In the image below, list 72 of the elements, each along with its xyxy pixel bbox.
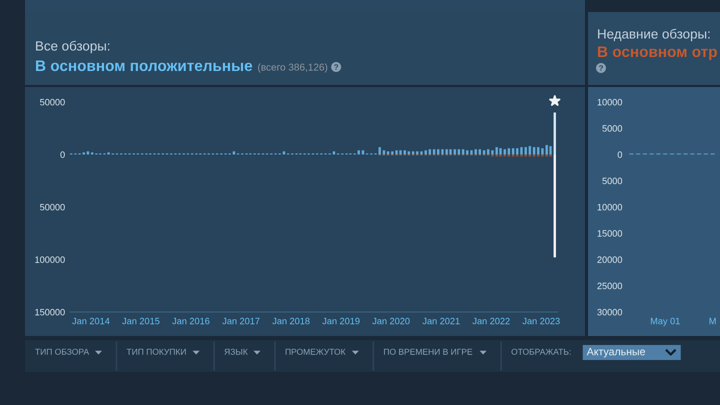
bar	[428, 149, 432, 154]
bar	[546, 145, 548, 154]
y-tick-label: 50000	[40, 98, 65, 106]
bar	[474, 149, 477, 154]
bar	[487, 149, 490, 154]
x-tick-label: Jan 2020	[372, 318, 410, 324]
text: ЯЗЫК	[224, 348, 248, 355]
bar	[482, 150, 486, 154]
bar	[528, 146, 532, 154]
x-tick-label: Jan 2017	[222, 318, 260, 324]
bar	[524, 147, 527, 154]
x-tick-label: Jan 2023	[522, 318, 560, 324]
y-tick-label: 25000	[597, 282, 622, 290]
y-tick-label: 15000	[598, 230, 622, 237]
bar	[516, 148, 518, 154]
bar	[512, 148, 514, 154]
chart-title: Все обзоры:	[36, 40, 110, 54]
x-tick-label: Jan 2018	[272, 318, 310, 324]
bar	[232, 151, 236, 154]
bar	[86, 151, 90, 154]
x-tick-label: Jan 2021	[422, 318, 460, 324]
x-tick-label: Jan 2015	[122, 318, 160, 324]
bar	[496, 147, 498, 154]
y-tick-label: 10000	[598, 98, 622, 106]
text: ОТОБРАЖАТЬ:	[512, 348, 571, 355]
y-tick-label: 10000	[598, 204, 622, 210]
bar	[454, 149, 456, 154]
bar	[412, 151, 414, 154]
bar	[554, 154, 556, 258]
text: Актуальные	[586, 348, 645, 358]
bar	[404, 150, 406, 154]
text: ПО ВРЕМЕНИ В ИГРЕ	[384, 348, 472, 355]
bar	[358, 150, 360, 154]
bar	[391, 151, 394, 154]
bar	[416, 151, 418, 154]
bar	[462, 149, 464, 154]
x-tick-label: Jan 2019	[322, 318, 360, 324]
bar	[537, 147, 540, 154]
text: ТИП ПОКУПКИ	[126, 348, 186, 355]
x-tick-label: M	[710, 318, 716, 324]
bar	[378, 147, 381, 154]
bar	[508, 148, 510, 154]
x-tick-label: May 01	[650, 318, 680, 326]
bar	[504, 149, 506, 154]
y-tick-label: 0	[60, 151, 65, 158]
chart-subtitle: В основном отр	[598, 46, 717, 60]
bar	[478, 149, 482, 154]
bar	[554, 112, 556, 154]
y-tick-label: 50000	[40, 204, 65, 210]
text: ПРОМЕЖУТОК	[286, 348, 346, 355]
x-tick-label: Jan 2016	[172, 318, 210, 324]
y-tick-label: 5000	[602, 125, 622, 132]
y-tick-label: 5000	[602, 178, 622, 184]
text: ТИП ОБЗОРА	[35, 348, 90, 355]
bar	[532, 147, 536, 154]
x-tick-label: Jan 2022	[472, 318, 510, 324]
y-tick-label: 0	[618, 151, 622, 158]
bar	[424, 150, 427, 154]
y-tick-label: 150000	[35, 308, 65, 316]
bar	[446, 149, 448, 154]
y-tick-label: 100000	[35, 256, 65, 263]
bar	[466, 150, 468, 154]
bar	[432, 149, 436, 154]
y-tick-label: 20000	[597, 256, 622, 263]
bar	[458, 149, 460, 154]
bar	[437, 149, 440, 154]
chart-subtitle: В основном положительные	[36, 60, 252, 72]
x-tick-label: Jan 2014	[72, 318, 110, 324]
text: (всего 386,126)	[258, 63, 328, 73]
y-tick-label: 30000	[597, 308, 622, 316]
bar	[408, 151, 410, 154]
chart-title: Недавние обзоры:	[598, 28, 710, 42]
